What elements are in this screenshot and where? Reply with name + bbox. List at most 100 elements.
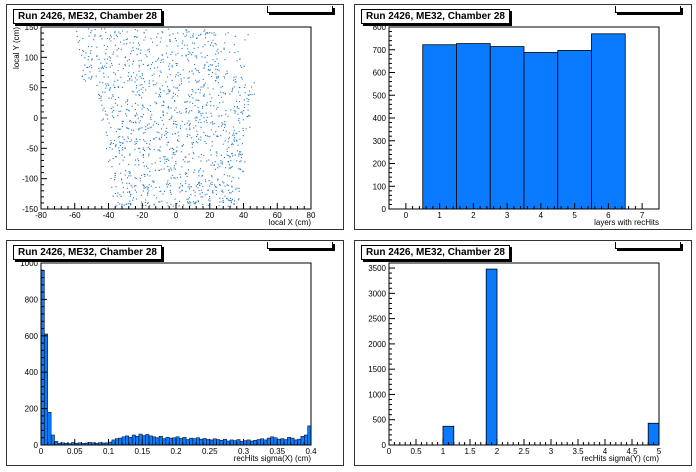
scatter-point bbox=[244, 104, 246, 106]
scatter-point bbox=[104, 110, 106, 112]
scatter-point bbox=[106, 114, 108, 116]
scatter-point bbox=[241, 111, 243, 113]
scatter-point bbox=[176, 140, 179, 142]
scatter-point bbox=[247, 103, 249, 106]
x-axis-label: layers with recHits bbox=[594, 218, 659, 227]
scatter-point bbox=[192, 151, 194, 153]
scatter-point bbox=[197, 201, 199, 203]
scatter-point bbox=[236, 100, 238, 102]
scatter-point bbox=[168, 90, 170, 92]
scatter-point bbox=[239, 138, 241, 140]
hist-bar bbox=[128, 437, 133, 446]
hist-bar bbox=[239, 441, 244, 446]
scatter-point bbox=[122, 191, 124, 193]
scatter-point bbox=[174, 109, 176, 111]
scatter-point bbox=[169, 34, 171, 36]
scatter-point bbox=[149, 170, 151, 173]
scatter-point bbox=[145, 89, 147, 91]
scatter-point bbox=[124, 147, 126, 149]
scatter-point bbox=[121, 182, 123, 184]
scatter-point bbox=[120, 41, 122, 43]
y-tick-label: 1500 bbox=[368, 365, 386, 374]
scatter-point bbox=[149, 127, 151, 129]
scatter-point bbox=[216, 186, 218, 188]
scatter-point bbox=[166, 45, 168, 47]
scatter-point bbox=[127, 191, 129, 193]
scatter-point bbox=[162, 58, 164, 60]
scatter-point bbox=[175, 62, 177, 65]
scatter-point bbox=[214, 168, 217, 170]
scatter-point bbox=[128, 65, 130, 67]
scatter-point bbox=[168, 170, 170, 172]
hist-bar bbox=[135, 436, 140, 446]
scatter-point bbox=[110, 126, 112, 129]
scatter-point bbox=[183, 77, 185, 79]
scatter-point bbox=[142, 104, 144, 106]
scatter-point bbox=[166, 186, 168, 188]
scatter-point bbox=[187, 169, 189, 171]
scatter-point bbox=[159, 157, 161, 159]
scatter-point bbox=[105, 31, 107, 33]
scatter-point bbox=[109, 88, 111, 90]
scatter-point bbox=[192, 33, 194, 35]
scatter-point bbox=[89, 52, 91, 54]
scatter-point bbox=[99, 81, 101, 83]
scatter-point bbox=[109, 60, 111, 62]
scatter-point bbox=[183, 44, 186, 46]
scatter-point bbox=[126, 141, 128, 143]
hist-bar bbox=[246, 439, 251, 446]
pad-layers-hist: 0 1 2 3 4 5 6 7 0 100 200 300 400 500 600 700 800 layers … bbox=[354, 4, 692, 230]
scatter-point bbox=[231, 91, 233, 93]
scatter-point bbox=[224, 185, 226, 187]
scatter-point bbox=[131, 121, 133, 123]
scatter-point bbox=[202, 185, 204, 187]
scatter-point bbox=[103, 107, 105, 109]
scatter-point bbox=[175, 74, 177, 76]
scatter-point bbox=[231, 198, 234, 200]
scatter-point bbox=[182, 145, 184, 147]
scatter-point bbox=[107, 58, 109, 60]
scatter-point bbox=[157, 33, 159, 35]
scatter-point bbox=[174, 168, 177, 170]
scatter-point bbox=[164, 158, 166, 160]
scatter-point bbox=[87, 66, 89, 69]
scatter-point bbox=[186, 29, 188, 31]
scatter-point bbox=[167, 105, 169, 107]
scatter-point bbox=[211, 32, 213, 34]
scatter-point bbox=[145, 54, 147, 56]
hist-bar bbox=[111, 439, 116, 446]
scatter-point bbox=[210, 183, 212, 185]
scatter-point bbox=[109, 89, 111, 91]
scatter-point bbox=[119, 144, 121, 147]
scatter-point bbox=[113, 38, 115, 40]
scatter-point bbox=[117, 192, 119, 194]
scatter-point bbox=[143, 187, 145, 189]
y-tick-label: 100 bbox=[25, 53, 39, 62]
scatter-point bbox=[209, 149, 211, 151]
scatter-point bbox=[139, 120, 141, 122]
y-tick-label: 500 bbox=[373, 91, 387, 100]
scatter-point bbox=[139, 177, 141, 179]
scatter-point bbox=[185, 54, 187, 56]
scatter-point bbox=[153, 73, 155, 75]
scatter-point bbox=[136, 191, 138, 193]
y-tick-label: 800 bbox=[25, 295, 39, 304]
hit-map-svg: -80 -60 -40 -20 0 20 40 60 80 -150 -100 -50 0 50 100 15… bbox=[12, 23, 316, 227]
y-tick-label: 600 bbox=[25, 332, 39, 341]
hist-bar bbox=[175, 436, 180, 446]
scatter-point bbox=[216, 155, 218, 157]
scatter-point bbox=[215, 131, 217, 133]
scatter-point bbox=[149, 149, 151, 151]
scatter-point bbox=[122, 159, 124, 161]
scatter-point bbox=[220, 91, 222, 93]
scatter-point bbox=[117, 201, 119, 203]
scatter-point bbox=[159, 94, 161, 96]
scatter-point bbox=[198, 138, 200, 140]
scatter-point bbox=[248, 98, 250, 100]
scatter-point bbox=[106, 37, 108, 40]
scatter-point bbox=[210, 105, 212, 107]
hist-bar bbox=[283, 439, 288, 446]
scatter-point bbox=[141, 77, 143, 79]
scatter-point bbox=[227, 199, 229, 201]
scatter-point bbox=[184, 156, 186, 158]
